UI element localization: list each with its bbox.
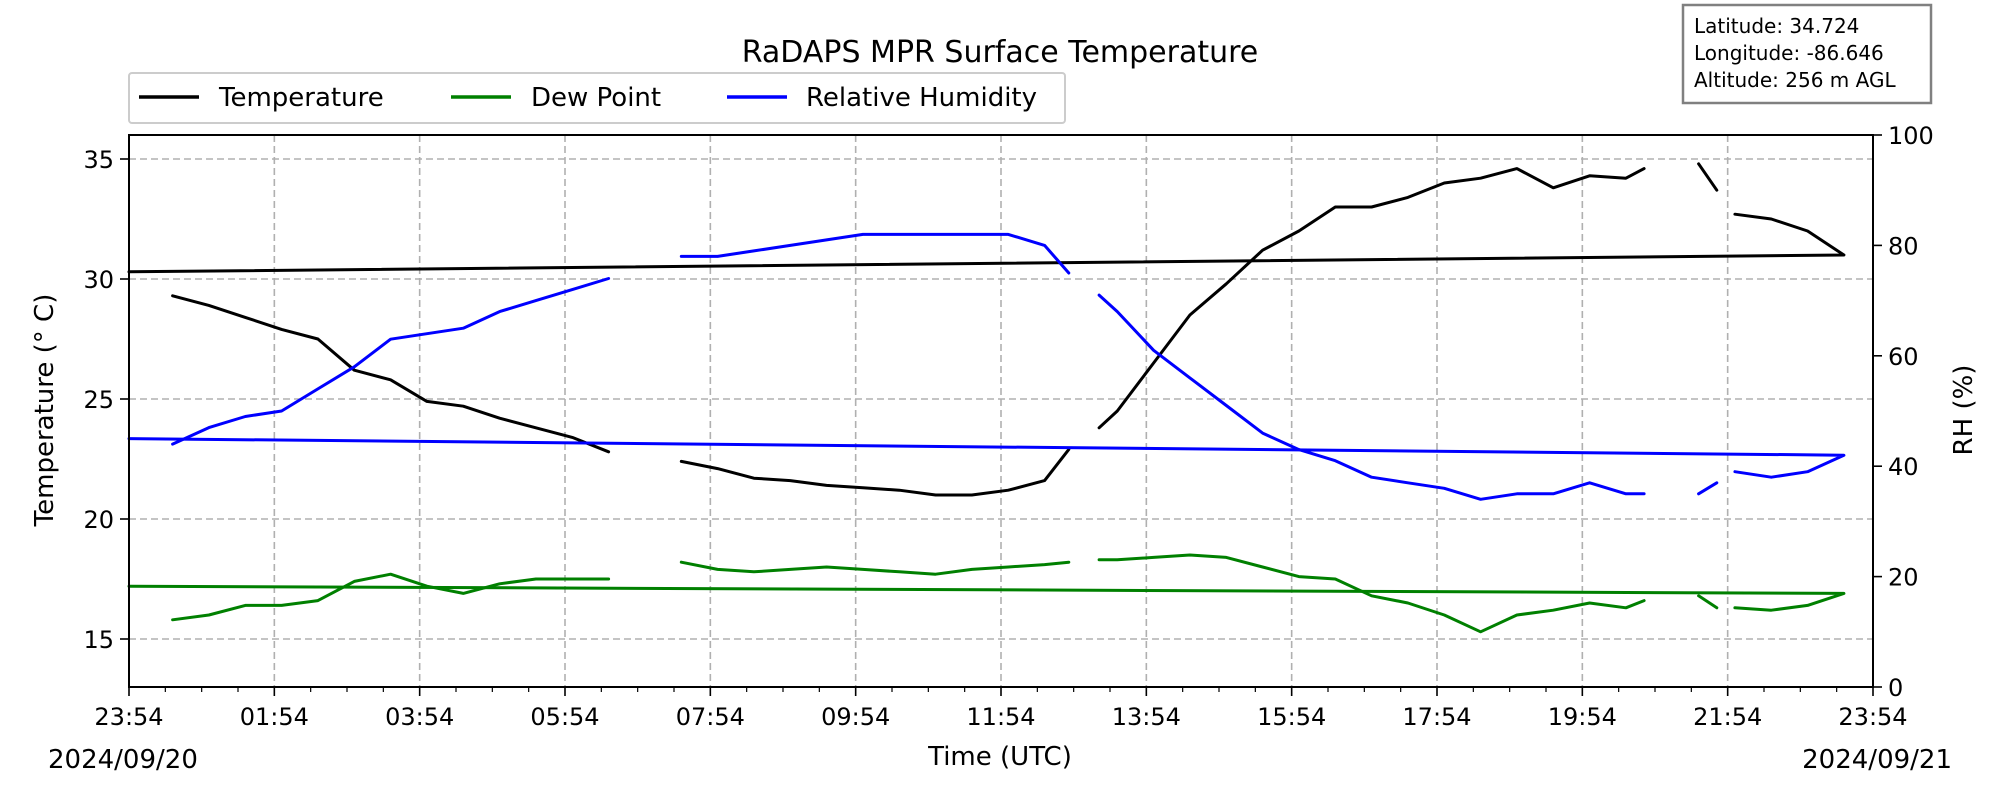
series-line-relative-humidity — [171, 277, 611, 446]
x-tick-label: 15:54 — [1257, 703, 1326, 731]
y-tick-label-left: 35 — [83, 146, 114, 174]
series-line-temperature — [1097, 167, 1646, 430]
chart-title: RaDAPS MPR Surface Temperature — [742, 35, 1259, 70]
legend-label-relative-humidity: Relative Humidity — [806, 83, 1037, 113]
x-tick-label: 19:54 — [1548, 703, 1617, 731]
x-tick-label: 21:54 — [1693, 703, 1762, 731]
y-tick-label-right: 100 — [1888, 122, 1934, 150]
y-tick-label-left: 25 — [83, 386, 114, 414]
legend-label-temperature: Temperature — [218, 83, 384, 113]
y-axis-label-right: RH (%) — [1949, 365, 1979, 456]
info-latitude: Latitude: 34.724 — [1694, 14, 1859, 38]
x-tick-label: 11:54 — [966, 703, 1035, 731]
series-line-relative-humidity — [1697, 481, 1719, 496]
x-tick-label: 05:54 — [530, 703, 599, 731]
x-tick-label: 07:54 — [676, 703, 745, 731]
series-line-temperature — [127, 212, 1846, 274]
series-line-dew-point — [171, 572, 611, 622]
series-line-temperature — [679, 447, 1071, 497]
y-axis-label-left: Temperature (° C) — [30, 294, 60, 528]
info-box-frame — [1681, 3, 1933, 105]
series-layer — [127, 162, 1846, 634]
x-tick-label: 03:54 — [385, 703, 454, 731]
series-line-dew-point — [1697, 594, 1719, 610]
y-tick-label-right: 20 — [1888, 564, 1919, 592]
series-line-dew-point — [679, 560, 1071, 576]
y-tick-label-right: 40 — [1888, 453, 1919, 481]
legend-box — [128, 72, 1066, 124]
info-altitude: Altitude: 256 m AGL — [1694, 68, 1896, 92]
series-line-temperature — [1697, 162, 1719, 192]
series-line-relative-humidity — [127, 437, 1846, 479]
y-tick-label-right: 60 — [1888, 343, 1919, 371]
x-tick-label: 01:54 — [240, 703, 309, 731]
x-axis-label: Time (UTC) — [927, 742, 1072, 772]
x-tick-label: 17:54 — [1402, 703, 1471, 731]
x-tick-label: 09:54 — [821, 703, 890, 731]
x-tick-label: 13:54 — [1112, 703, 1181, 731]
y-tick-label-left: 15 — [83, 626, 114, 654]
y-tick-label-right: 0 — [1888, 674, 1903, 702]
info-box: Latitude: 34.724 Longitude: -86.646 Alti… — [1681, 3, 1933, 105]
series-line-dew-point — [127, 584, 1846, 612]
y-tick-label-left: 20 — [83, 506, 114, 534]
grid — [129, 135, 1873, 687]
legend: Temperature Dew Point Relative Humidity — [128, 72, 1066, 124]
start-date-label: 2024/09/20 — [48, 745, 198, 775]
legend-label-dew-point: Dew Point — [531, 83, 661, 113]
x-tick-label: 23:54 — [94, 703, 163, 731]
series-line-relative-humidity — [679, 232, 1071, 275]
y-tick-label-right: 80 — [1888, 232, 1919, 260]
axis-ticks: 23:54 01:54 03:54 05:54 07:54 09:54 11:54 13:54… — [83, 122, 1933, 731]
series-line-temperature — [171, 294, 611, 454]
y-tick-label-left: 30 — [83, 266, 114, 294]
end-date-label: 2024/09/21 — [1802, 745, 1952, 775]
x-tick-label: 23:54 — [1838, 703, 1907, 731]
series-line-dew-point — [1097, 553, 1646, 634]
series-line-relative-humidity — [1097, 293, 1646, 501]
info-longitude: Longitude: -86.646 — [1694, 41, 1884, 65]
